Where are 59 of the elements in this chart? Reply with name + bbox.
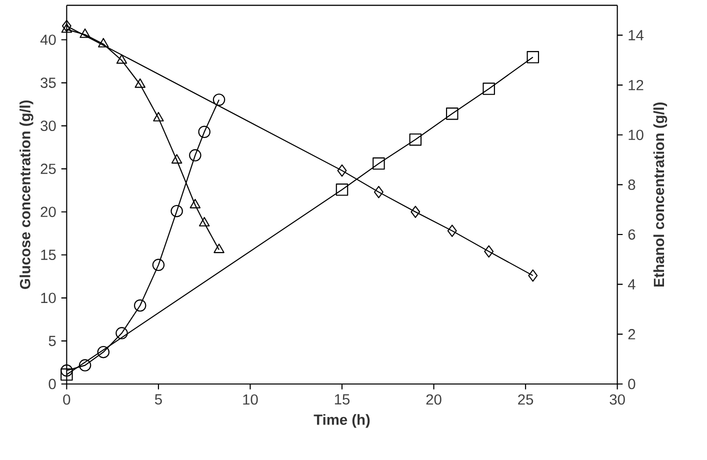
x-tick-label: 10 xyxy=(243,394,258,405)
point xyxy=(374,186,384,198)
x-tick-label: 0 xyxy=(63,394,70,405)
point xyxy=(97,346,110,358)
point xyxy=(60,368,73,381)
y2-tick-label: 2 xyxy=(628,329,636,340)
point xyxy=(170,204,183,218)
point xyxy=(484,245,494,258)
point xyxy=(447,224,457,237)
y-tick-label: 20 xyxy=(40,206,56,218)
y2-tick-label: 10 xyxy=(628,130,644,140)
y-tick-label: 30 xyxy=(40,120,56,132)
x-tick-label: 30 xyxy=(610,394,625,405)
point xyxy=(116,327,128,340)
y-axis-title: Glucose concentration (g/l) xyxy=(20,100,34,289)
point xyxy=(198,126,210,138)
point xyxy=(528,269,538,282)
point xyxy=(212,94,226,106)
x-tick-label: 15 xyxy=(334,394,350,405)
point xyxy=(134,299,146,312)
x-tick-label: 5 xyxy=(154,394,162,405)
y-tick-label: 5 xyxy=(48,336,56,346)
y2-tick-label: 6 xyxy=(628,229,636,240)
point xyxy=(336,184,348,196)
point xyxy=(409,133,422,146)
point xyxy=(337,164,347,177)
point xyxy=(171,154,182,164)
point xyxy=(152,258,165,272)
point xyxy=(134,78,146,88)
point xyxy=(153,112,164,122)
y-tick-label: 25 xyxy=(40,164,56,174)
y-tick-label: 0 xyxy=(48,378,56,390)
point xyxy=(189,149,202,162)
y2-tick-label: 4 xyxy=(628,279,636,290)
point xyxy=(446,108,458,120)
y2-tick-label: 8 xyxy=(628,180,636,190)
y2-axis-title: Ethanol concentration (g/l) xyxy=(653,102,668,287)
y-tick-label: 10 xyxy=(41,292,56,304)
point xyxy=(116,54,128,64)
point xyxy=(98,38,109,48)
y2-tick-label: 0 xyxy=(628,378,636,390)
point xyxy=(482,82,495,95)
point xyxy=(60,364,73,377)
y2-tick-label: 12 xyxy=(628,80,644,90)
x-axis-title: Time (h) xyxy=(314,414,370,428)
x-tick-label: 20 xyxy=(426,394,442,405)
y-tick-label: 35 xyxy=(40,78,56,88)
point xyxy=(80,28,90,38)
point xyxy=(410,206,420,218)
point xyxy=(78,359,92,372)
y-tick-label: 40 xyxy=(40,34,56,45)
point xyxy=(372,157,385,170)
x-tick-label: 25 xyxy=(518,394,534,405)
point xyxy=(214,244,224,254)
point xyxy=(198,216,210,226)
y2-tick-label: 14 xyxy=(628,30,644,40)
point xyxy=(190,198,201,208)
y-tick-label: 15 xyxy=(41,250,56,260)
point xyxy=(526,51,540,64)
